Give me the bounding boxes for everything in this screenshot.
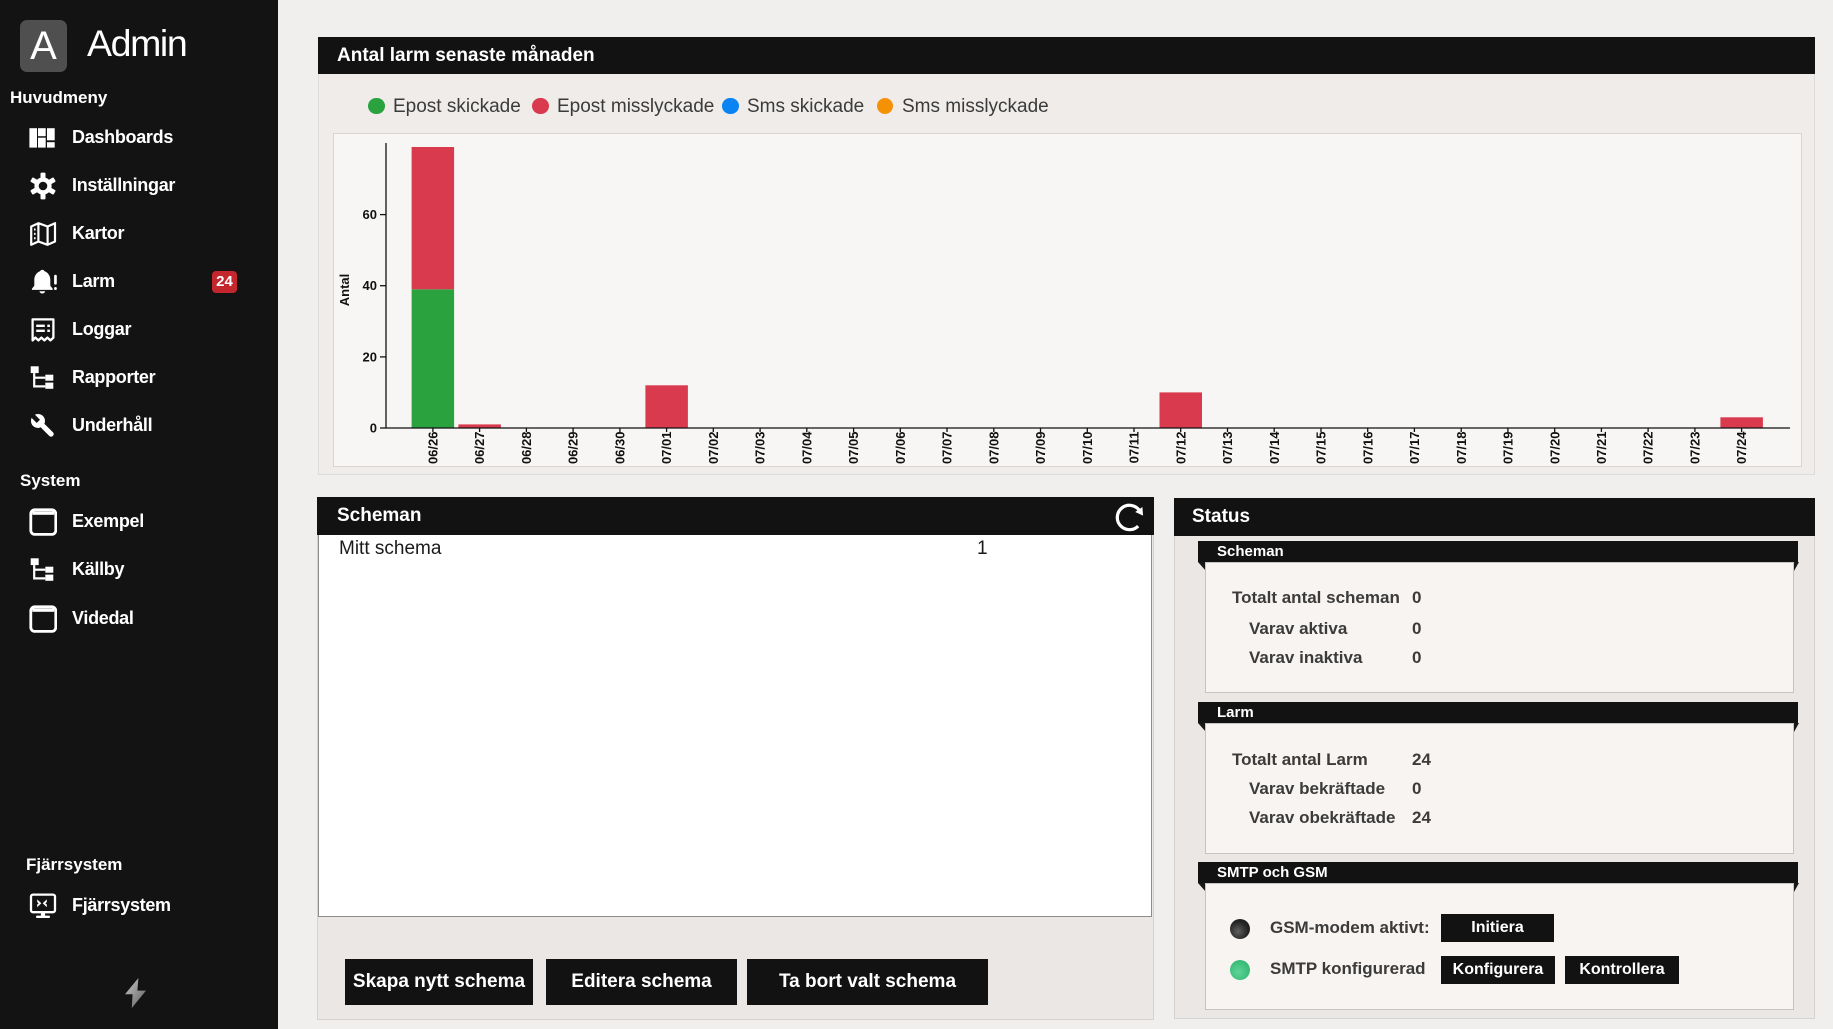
svg-text:07/20: 07/20 <box>1547 432 1562 465</box>
svg-text:07/11: 07/11 <box>1127 432 1142 464</box>
svg-text:Antal: Antal <box>337 274 352 307</box>
svg-text:07/21: 07/21 <box>1594 432 1609 465</box>
svg-text:07/06: 07/06 <box>893 432 908 465</box>
svg-text:07/18: 07/18 <box>1454 432 1469 465</box>
svg-text:07/04: 07/04 <box>799 431 814 464</box>
svg-text:07/15: 07/15 <box>1314 432 1329 465</box>
svg-text:07/10: 07/10 <box>1080 432 1095 465</box>
svg-text:07/13: 07/13 <box>1220 432 1235 465</box>
svg-text:07/23: 07/23 <box>1688 432 1703 465</box>
svg-text:07/05: 07/05 <box>846 432 861 465</box>
svg-text:60: 60 <box>363 207 377 222</box>
svg-text:07/02: 07/02 <box>706 432 721 465</box>
svg-text:20: 20 <box>363 349 377 364</box>
svg-text:06/28: 06/28 <box>519 432 534 465</box>
svg-text:06/30: 06/30 <box>613 432 628 465</box>
svg-text:07/19: 07/19 <box>1501 432 1516 465</box>
svg-text:07/24: 07/24 <box>1734 431 1749 464</box>
svg-text:07/16: 07/16 <box>1360 432 1375 465</box>
svg-text:40: 40 <box>363 278 377 293</box>
svg-text:07/08: 07/08 <box>986 432 1001 465</box>
svg-text:06/29: 06/29 <box>566 432 581 465</box>
svg-text:0: 0 <box>370 421 377 436</box>
svg-text:06/27: 06/27 <box>472 432 487 465</box>
svg-text:07/03: 07/03 <box>753 432 768 465</box>
svg-text:07/09: 07/09 <box>1033 432 1048 465</box>
svg-text:07/01: 07/01 <box>659 432 674 465</box>
svg-text:06/26: 06/26 <box>426 432 441 465</box>
svg-text:07/07: 07/07 <box>940 432 955 465</box>
svg-text:07/17: 07/17 <box>1407 432 1422 465</box>
svg-text:07/14: 07/14 <box>1267 431 1282 464</box>
svg-text:07/22: 07/22 <box>1641 432 1656 465</box>
svg-text:07/12: 07/12 <box>1173 432 1188 465</box>
